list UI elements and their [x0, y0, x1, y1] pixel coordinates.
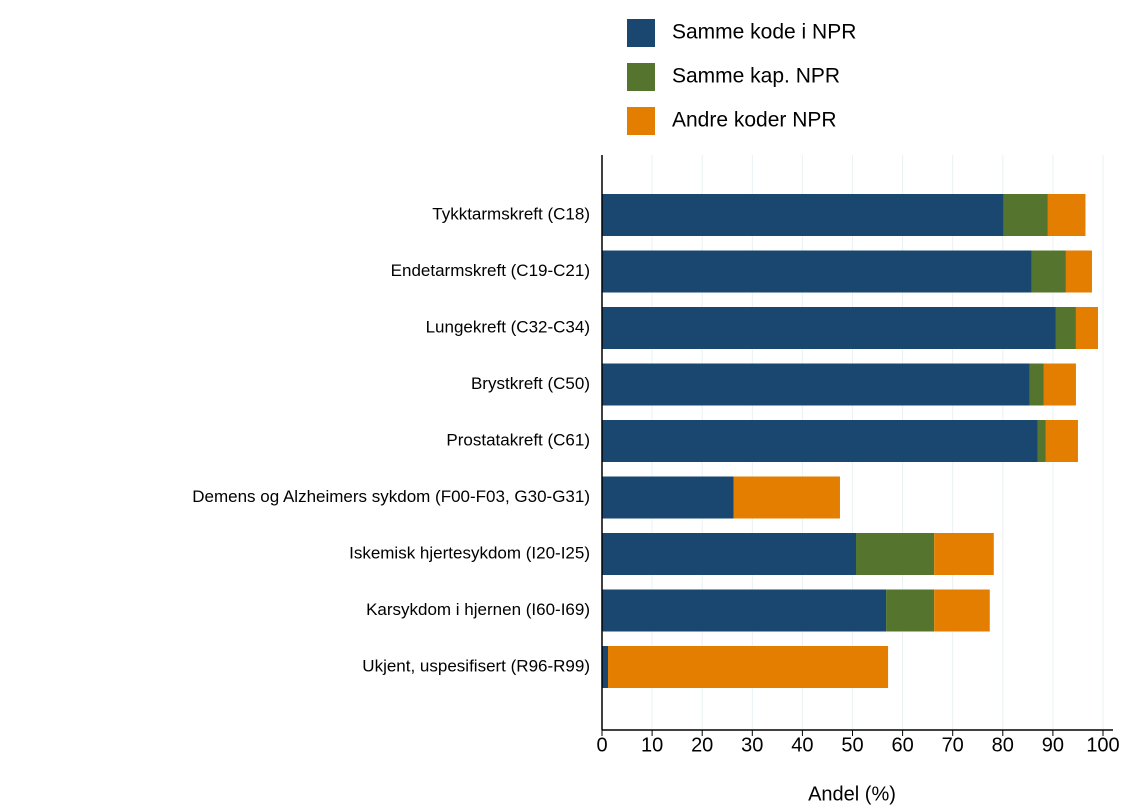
x-tick-label: 80: [992, 734, 1014, 756]
bar-segment: [602, 533, 857, 575]
bar-segment: [602, 589, 887, 632]
legend-label: Andre koder NPR: [672, 109, 837, 132]
bar-segment: [733, 476, 840, 519]
bar-segment: [1043, 363, 1076, 406]
y-tick-label: Lungekreft (C32-C34): [426, 317, 590, 336]
bar-segment: [1029, 363, 1044, 406]
x-tick-label: 50: [841, 734, 863, 756]
y-tick-label: Ukjent, uspesifisert (R96-R99): [362, 656, 590, 675]
x-axis-label: Andel (%): [808, 783, 896, 805]
bar-segment: [934, 533, 994, 575]
bar-segment: [602, 420, 1038, 462]
bar-segment: [602, 307, 1056, 349]
bar-segment: [608, 646, 889, 688]
bar-segment: [1055, 307, 1076, 349]
y-tick-label: Demens og Alzheimers sykdom (F00-F03, G3…: [192, 487, 590, 506]
bar-segment: [1075, 307, 1098, 349]
bar-segment: [1045, 420, 1078, 462]
bar-segment: [856, 533, 935, 575]
x-tick-label: 70: [942, 734, 964, 756]
bar-segment: [1037, 420, 1046, 462]
y-tick-label: Karsykdom i hjernen (I60-I69): [366, 600, 590, 619]
bar-segment: [1031, 250, 1066, 293]
y-tick-label: Tykktarmskreft (C18): [432, 204, 590, 223]
bar-segment: [602, 194, 1004, 236]
x-tick-label: 20: [691, 734, 713, 756]
x-tick-label: 100: [1086, 734, 1119, 756]
x-tick-label: 90: [1042, 734, 1064, 756]
y-tick-label: Brystkreft (C50): [471, 374, 590, 393]
bar-segment: [1047, 194, 1086, 236]
bar-segment: [886, 589, 935, 632]
x-tick-label: 40: [791, 734, 813, 756]
bar-segment: [1003, 194, 1048, 236]
legend-label: Samme kap. NPR: [672, 65, 840, 88]
x-tick-label: 10: [641, 734, 663, 756]
bar-segment: [602, 363, 1030, 406]
bar-segment: [602, 250, 1032, 293]
bar-segment: [934, 589, 990, 632]
bar-segment: [602, 476, 734, 519]
legend-swatch: [627, 63, 655, 91]
legend-swatch: [627, 107, 655, 135]
bar-segment: [602, 646, 609, 688]
x-tick-label: 30: [741, 734, 763, 756]
x-tick-label: 60: [891, 734, 913, 756]
legend-label: Samme kode i NPR: [672, 21, 856, 44]
y-tick-label: Iskemisk hjertesykdom (I20-I25): [349, 543, 590, 562]
bar-segment: [1065, 250, 1092, 293]
legend-swatch: [627, 19, 655, 47]
y-tick-label: Endetarmskreft (C19-C21): [391, 261, 590, 280]
y-tick-label: Prostatakreft (C61): [446, 430, 590, 449]
x-tick-label: 0: [596, 734, 607, 756]
